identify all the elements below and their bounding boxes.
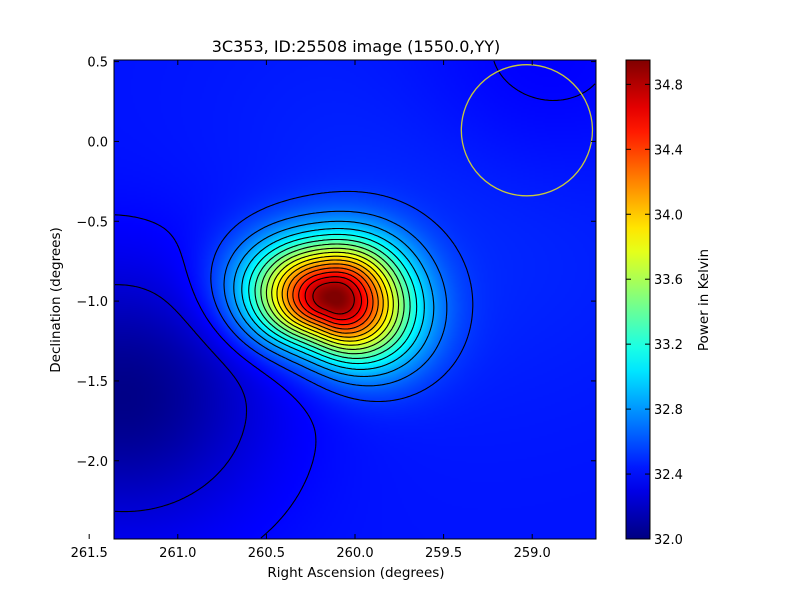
contour-line-9 xyxy=(265,247,400,350)
x-tick-label: 261.0 xyxy=(159,546,196,561)
colorbar-tick-label: 33.6 xyxy=(654,273,683,288)
y-tick-label: −0.5 xyxy=(76,215,108,230)
y-tick-label: 0.5 xyxy=(87,56,108,71)
contour-line-5 xyxy=(241,227,425,370)
colorbar-tick-label: 34.4 xyxy=(654,143,683,158)
contour-line-17 xyxy=(312,281,355,315)
heatmap-image xyxy=(114,60,596,539)
y-tick-label: −2.0 xyxy=(76,455,108,470)
x-axis-label: Right Ascension (degrees) xyxy=(267,565,444,581)
contour-line-0 xyxy=(114,284,248,513)
contour-line-11 xyxy=(276,255,389,342)
colorbar: 32.0 32.4 32.8 33.2 33.6 34.0 34.4 34.8 xyxy=(625,59,683,548)
x-tick-label: 260.0 xyxy=(336,546,373,561)
contour-line-4 xyxy=(233,220,435,378)
contour-line-3 xyxy=(223,210,448,387)
colorbar-gradient xyxy=(625,59,651,540)
contour-lines xyxy=(114,60,596,539)
contour-line-10 xyxy=(271,251,394,346)
y-tick-label: 0.0 xyxy=(87,135,108,150)
colorbar-tick-label: 32.4 xyxy=(654,468,683,483)
x-tick-label: 260.5 xyxy=(248,546,285,561)
x-tick-label: 261.5 xyxy=(71,546,108,561)
contour-line-7 xyxy=(254,238,411,359)
x-tick-label: 259.0 xyxy=(514,546,551,561)
contour-line-6 xyxy=(248,233,418,365)
y-tick-label: −1.5 xyxy=(76,375,108,390)
contour-line-14 xyxy=(292,267,374,330)
contour-line-1 xyxy=(114,60,596,539)
contour-line-8 xyxy=(260,243,405,355)
colorbar-label: Power in Kelvin xyxy=(696,249,712,351)
contour-line-16 xyxy=(304,276,363,321)
contour-line-12 xyxy=(281,259,384,338)
colorbar-tick-label: 34.8 xyxy=(654,78,683,93)
y-axis-label: Declination (degrees) xyxy=(48,227,64,372)
colorbar-tick-label: 34.0 xyxy=(654,208,683,223)
y-tick-label: −1.0 xyxy=(76,295,108,310)
beam-circle xyxy=(460,64,594,197)
chart-title: 3C353, ID:25508 image (1550.0,YY) xyxy=(212,37,501,56)
contour-line-13 xyxy=(286,263,379,334)
colorbar-tick-label: 33.2 xyxy=(654,338,683,353)
contour-line-2 xyxy=(210,190,474,403)
colorbar-tick-label: 32.8 xyxy=(654,403,683,418)
contour-line-15 xyxy=(298,271,369,326)
colorbar-tick-label: 32.0 xyxy=(654,533,683,548)
plot-area: 261.5 261.0 260.5 260.0 259.5 259.0 0.5 0.0 −0.5… xyxy=(71,56,597,561)
x-tick-label: 259.5 xyxy=(425,546,462,561)
